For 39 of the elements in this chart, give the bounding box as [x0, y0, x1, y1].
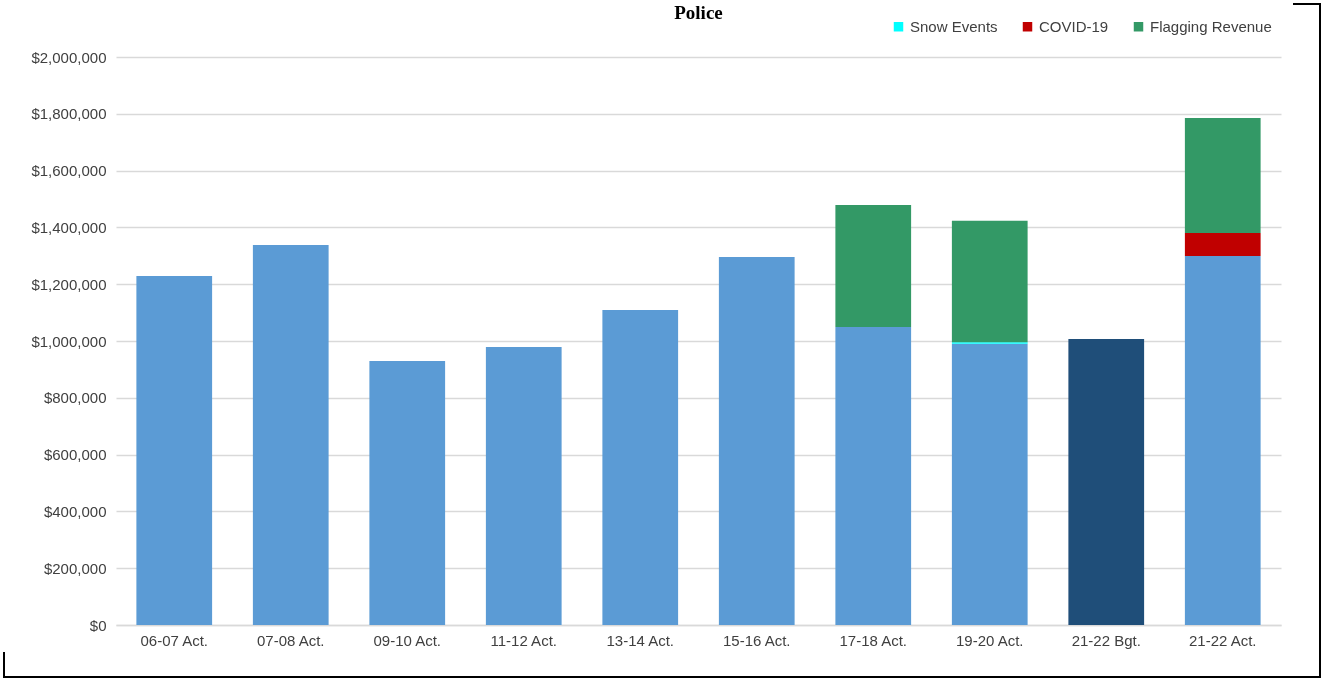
- x-tick-label: 07-08 Act.: [256, 631, 325, 649]
- bar: [1068, 339, 1145, 625]
- y-tick-label: $1,600,000: [31, 162, 107, 180]
- x-tick-label: 11-12 Act.: [490, 631, 557, 649]
- bar: [835, 327, 912, 625]
- bar: [718, 256, 795, 625]
- x-tick-label: 06-07 Act.: [140, 631, 209, 649]
- x-tick-label: 13-14 Act.: [606, 631, 675, 649]
- y-tick-label: $600,000: [43, 446, 107, 464]
- bar: [136, 275, 213, 625]
- x-tick-label: 21-22 Act.: [1188, 631, 1257, 649]
- legend-label: Flagging Revenue: [1150, 17, 1272, 35]
- bar: [1184, 233, 1261, 257]
- y-tick-label: $1,800,000: [31, 105, 107, 123]
- bar: [835, 204, 912, 328]
- legend-label: Snow Events: [910, 17, 998, 35]
- x-tick-label: 15-16 Act.: [722, 631, 791, 649]
- legend-label: COVID-19: [1039, 17, 1109, 35]
- chart-title: Police: [674, 2, 723, 23]
- x-tick-label: 21-22 Bgt.: [1071, 631, 1141, 649]
- bar: [1184, 118, 1261, 234]
- y-tick-label: $200,000: [43, 559, 107, 577]
- y-tick-label: $0: [89, 616, 107, 634]
- bar: [1184, 256, 1261, 625]
- y-tick-label: $2,000,000: [31, 48, 107, 66]
- x-tick-label: 09-10 Act.: [373, 631, 442, 649]
- bar: [252, 245, 329, 625]
- y-tick-label: $400,000: [43, 502, 107, 520]
- bar: [369, 360, 446, 625]
- bar: [951, 343, 1028, 625]
- y-tick-label: $1,400,000: [31, 218, 107, 236]
- bar: [485, 346, 562, 625]
- y-tick-label: $800,000: [43, 389, 107, 407]
- bar: [951, 220, 1028, 343]
- x-tick-label: 19-20 Act.: [955, 631, 1024, 649]
- x-tick-label: 17-18 Act.: [839, 631, 908, 649]
- y-tick-label: $1,200,000: [31, 275, 107, 293]
- y-tick-label: $1,000,000: [31, 332, 107, 350]
- bar: [602, 310, 679, 625]
